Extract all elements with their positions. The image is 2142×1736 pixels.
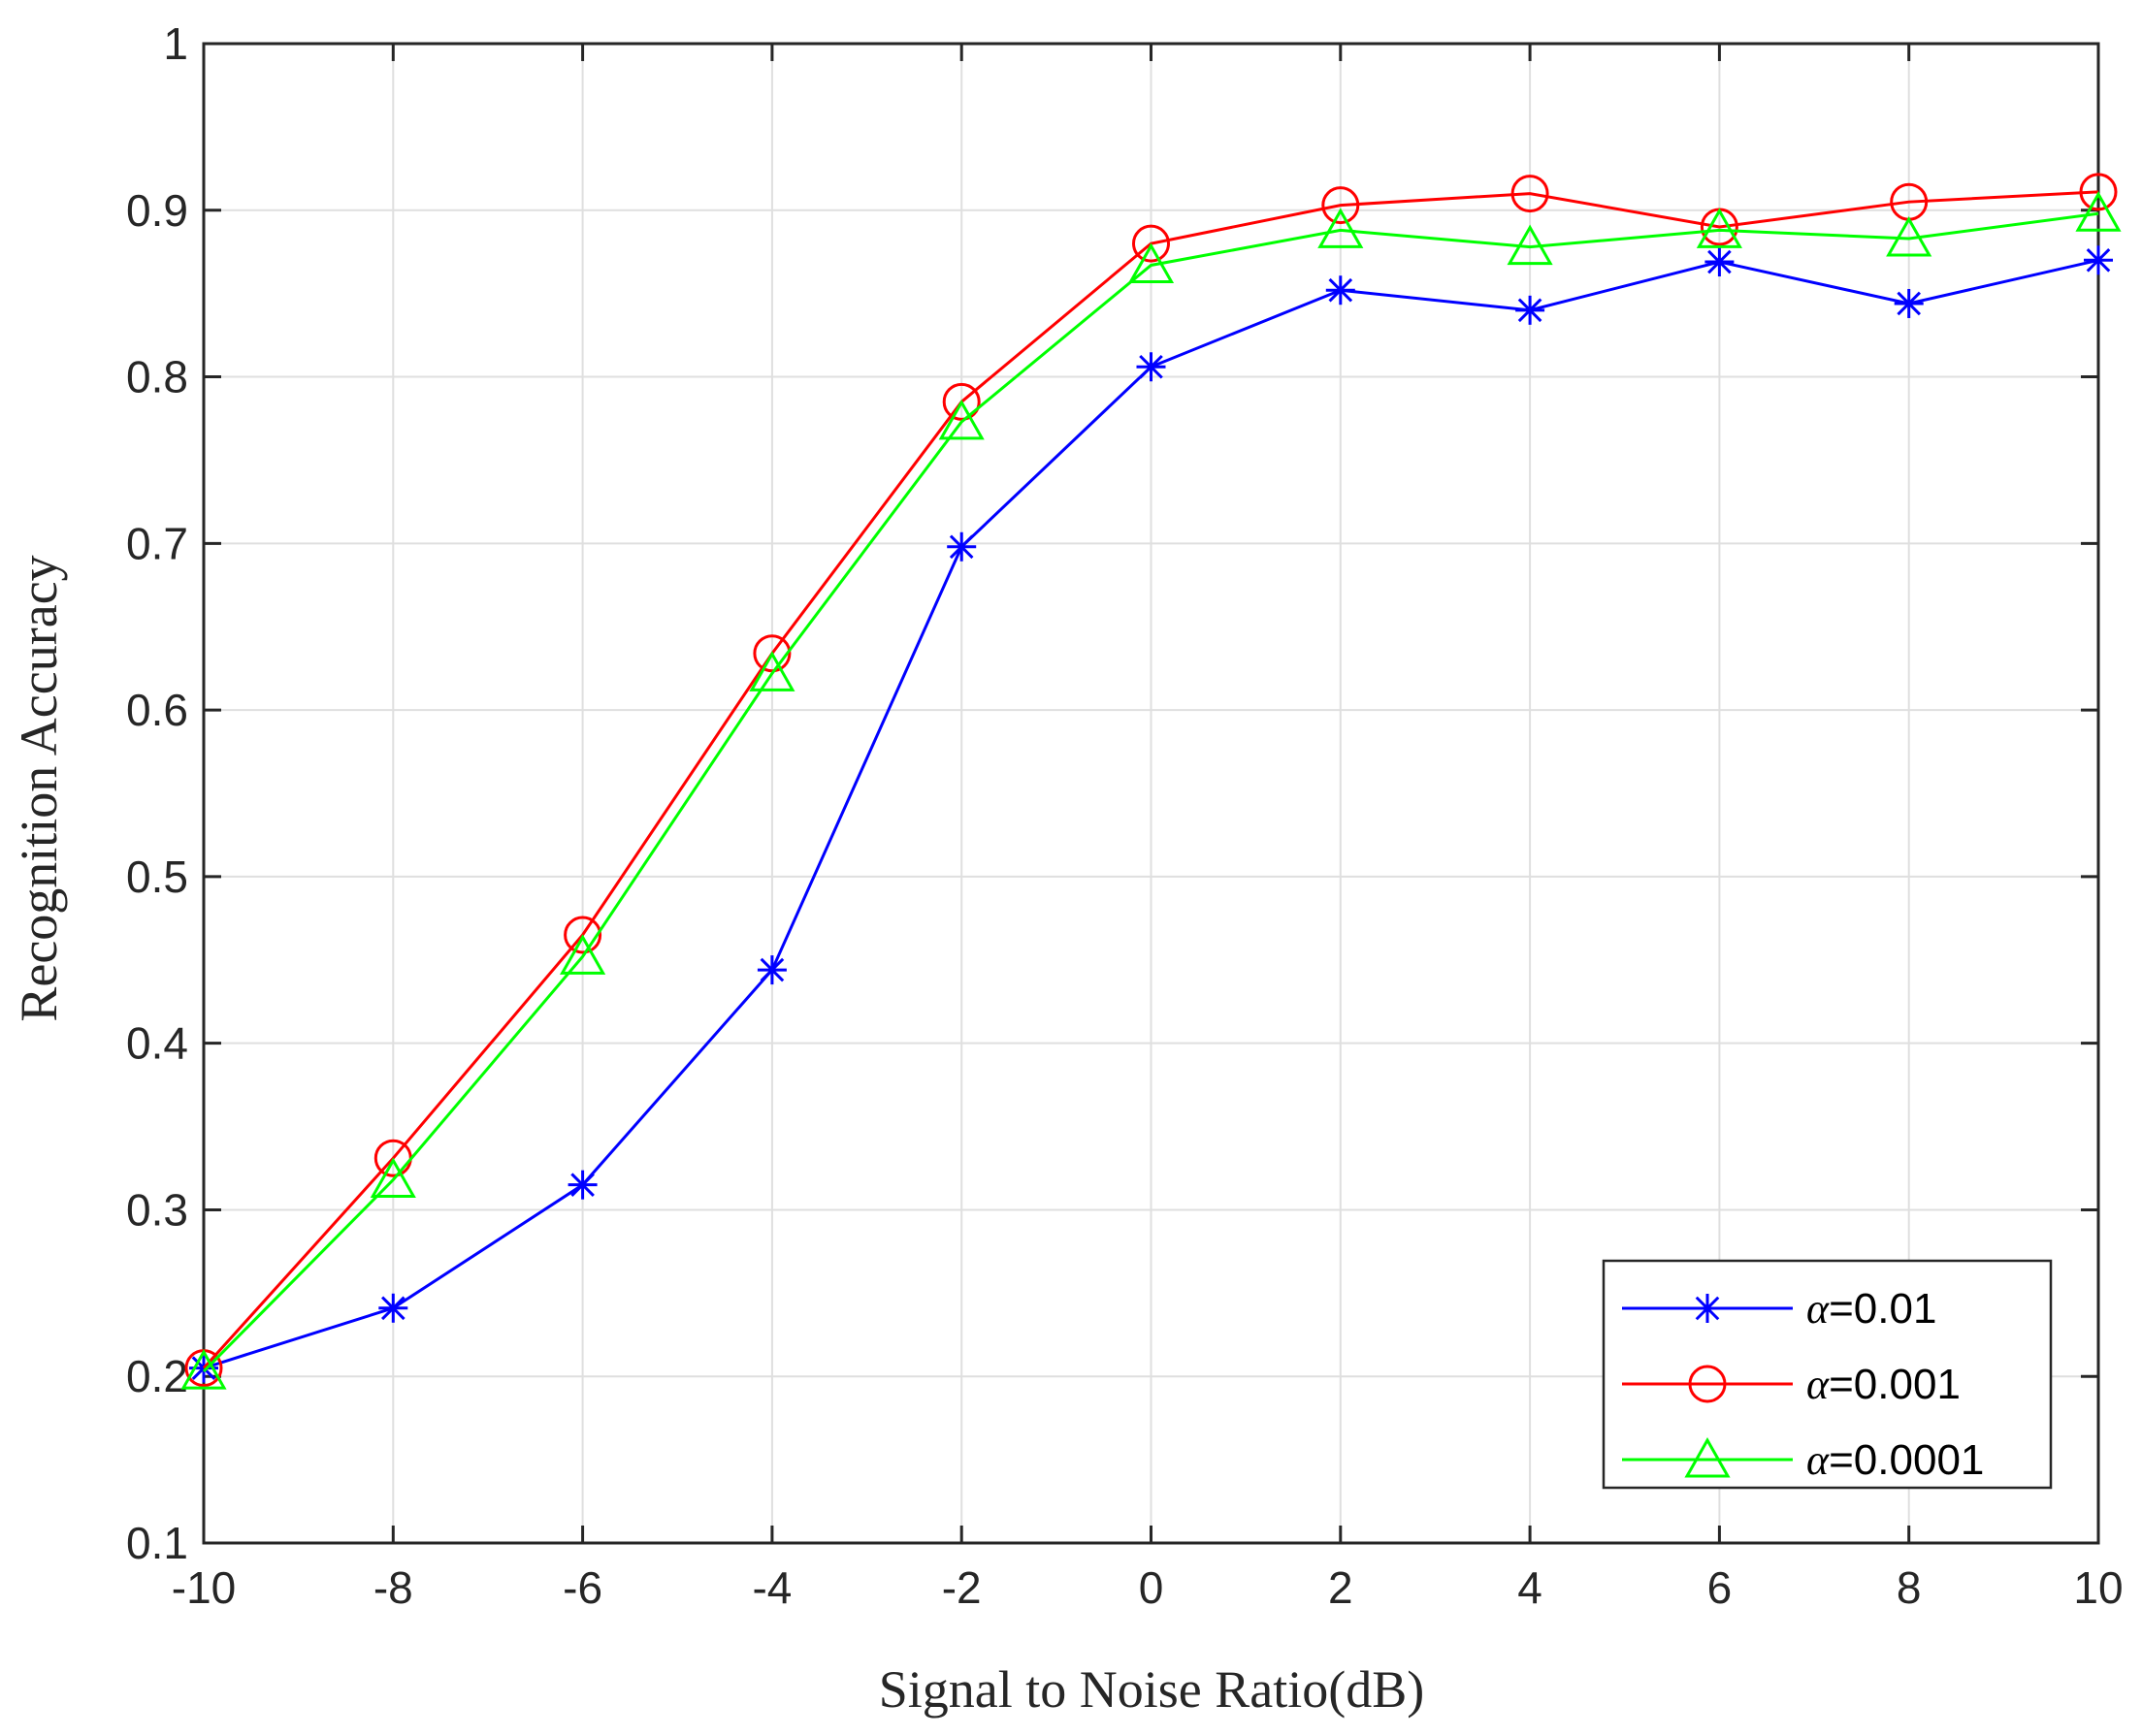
data-point (1696, 208, 1742, 248)
y-tick-label: 0.5 (126, 852, 188, 902)
x-tick-label: -2 (942, 1562, 982, 1613)
data-point (370, 1157, 416, 1199)
asterisk-stroke (760, 957, 785, 982)
data-point (749, 651, 795, 691)
x-tick-label: -8 (373, 1562, 413, 1613)
asterisk-stroke (1695, 1296, 1720, 1321)
asterisk-stroke (1517, 298, 1542, 323)
y-tick-label: 0.8 (126, 352, 188, 402)
data-point (1321, 186, 1360, 225)
data-point (942, 382, 981, 421)
data-point (938, 399, 985, 440)
asterisk-stroke (1707, 249, 1732, 274)
x-tick-label: 2 (1328, 1562, 1353, 1613)
data-point (947, 531, 977, 562)
data-point (1515, 295, 1545, 325)
asterisk-stroke (1897, 291, 1922, 316)
data-point (2075, 191, 2122, 232)
data-point (568, 1170, 598, 1200)
data-point (1886, 215, 1932, 257)
legend-alpha-symbol: α (1806, 1361, 1830, 1408)
x-tick-label: 6 (1707, 1562, 1733, 1613)
x-axis-title: Signal to Noise Ratio(dB) (879, 1660, 1424, 1719)
legend-marker (1684, 1436, 1731, 1478)
y-tick-label: 1 (163, 18, 188, 69)
asterisk-stroke (380, 1296, 406, 1321)
data-point (1325, 275, 1355, 305)
data-point (1507, 224, 1553, 266)
asterisk-stroke (949, 534, 974, 560)
asterisk-stroke (570, 1173, 595, 1197)
legend-marker (1688, 1365, 1727, 1403)
y-axis-title: Recognition Accuracy (10, 555, 68, 1021)
legend-label: α=0.001 (1806, 1361, 1961, 1408)
axis-ticks: -10 -8 -6 -4 -2 0 2 4 6 8 10 0.1 0.2 0.3 0.4 0.5 0.6 0.7 0… (126, 18, 2124, 1613)
legend-value: =0.0001 (1829, 1436, 1984, 1484)
x-tick-label: -10 (172, 1562, 236, 1613)
y-tick-label: 0.9 (126, 185, 188, 236)
legend-alpha-symbol: α (1806, 1285, 1830, 1333)
data-point (1127, 242, 1175, 283)
x-tick-label: 8 (1897, 1562, 1922, 1613)
legend-alpha-symbol: α (1806, 1436, 1830, 1484)
legend-label: α=0.0001 (1806, 1436, 1984, 1484)
legend-box (1602, 1259, 2053, 1490)
data-point (1317, 208, 1364, 248)
x-tick-label: -6 (563, 1562, 602, 1613)
data-point (560, 934, 606, 975)
data-point (1704, 247, 1735, 277)
y-tick-label: 0.6 (126, 685, 188, 735)
data-series (180, 173, 2122, 1390)
data-point (753, 634, 792, 673)
series-2 (180, 191, 2122, 1390)
series-line (202, 211, 2099, 1373)
data-point (1894, 288, 1924, 318)
asterisk-stroke (1328, 277, 1353, 303)
data-point (180, 1349, 227, 1390)
x-tick-label: -4 (752, 1562, 792, 1613)
legend-label: α=0.01 (1806, 1285, 1936, 1333)
legend-value: =0.01 (1829, 1285, 1936, 1333)
x-tick-label: 4 (1517, 1562, 1542, 1613)
legend-value: =0.001 (1829, 1361, 1961, 1408)
legend-marker (1693, 1294, 1722, 1323)
y-tick-label: 0.3 (126, 1184, 188, 1235)
x-tick-label: 10 (2073, 1562, 2123, 1613)
data-point (1132, 224, 1170, 263)
asterisk-stroke (2086, 248, 2111, 273)
y-tick-label: 0.2 (126, 1351, 188, 1401)
y-tick-label: 0.7 (126, 518, 188, 568)
asterisk-stroke (1139, 354, 1163, 379)
data-point (2079, 173, 2118, 211)
y-tick-label: 0.4 (126, 1018, 188, 1069)
data-point (378, 1293, 408, 1323)
data-point (564, 916, 602, 954)
data-point (2084, 245, 2113, 275)
series-0 (189, 245, 2113, 1383)
x-tick-label: 0 (1139, 1562, 1164, 1613)
data-point (1510, 175, 1549, 213)
y-tick-label: 0.1 (126, 1518, 188, 1568)
data-point (1136, 352, 1166, 382)
data-point (757, 955, 787, 985)
